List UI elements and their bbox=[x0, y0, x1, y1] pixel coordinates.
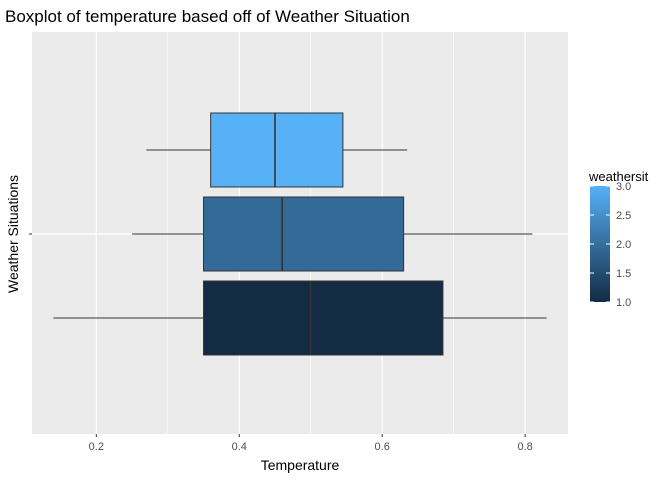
box-iqr bbox=[203, 196, 405, 272]
x-tick-label: 0.4 bbox=[232, 441, 247, 453]
legend-tick-label: 2.0 bbox=[616, 239, 631, 251]
box-iqr bbox=[203, 280, 444, 356]
boxes-layer bbox=[53, 112, 547, 356]
x-tick-label: 0.6 bbox=[375, 441, 390, 453]
legend-tick-label: 1.0 bbox=[616, 297, 631, 309]
legend-tick-label: 3.0 bbox=[616, 181, 631, 193]
legend-tick-label: 1.5 bbox=[616, 268, 631, 280]
x-axis: 0.2 0.4 0.6 0.8 bbox=[89, 434, 533, 453]
legend-ticks: 1.0 1.5 2.0 2.5 3.0 bbox=[590, 181, 631, 309]
box-iqr bbox=[210, 112, 344, 188]
box-weathersit-2 bbox=[132, 196, 533, 272]
x-tick-label: 0.8 bbox=[517, 441, 532, 453]
x-axis-title: Temperature bbox=[261, 457, 340, 473]
box-weathersit-3 bbox=[146, 112, 408, 188]
chart-title: Boxplot of temperature based off of Weat… bbox=[5, 7, 410, 26]
x-tick-label: 0.2 bbox=[89, 441, 104, 453]
legend-colorbar bbox=[590, 186, 610, 302]
y-axis-title: Weather Situations bbox=[5, 175, 21, 293]
legend-tick-label: 2.5 bbox=[616, 210, 631, 222]
box-weathersit-1 bbox=[53, 280, 547, 356]
legend: weathersit 1.0 1.5 2.0 2.5 3.0 bbox=[588, 169, 649, 309]
legend-title: weathersit bbox=[588, 169, 649, 184]
